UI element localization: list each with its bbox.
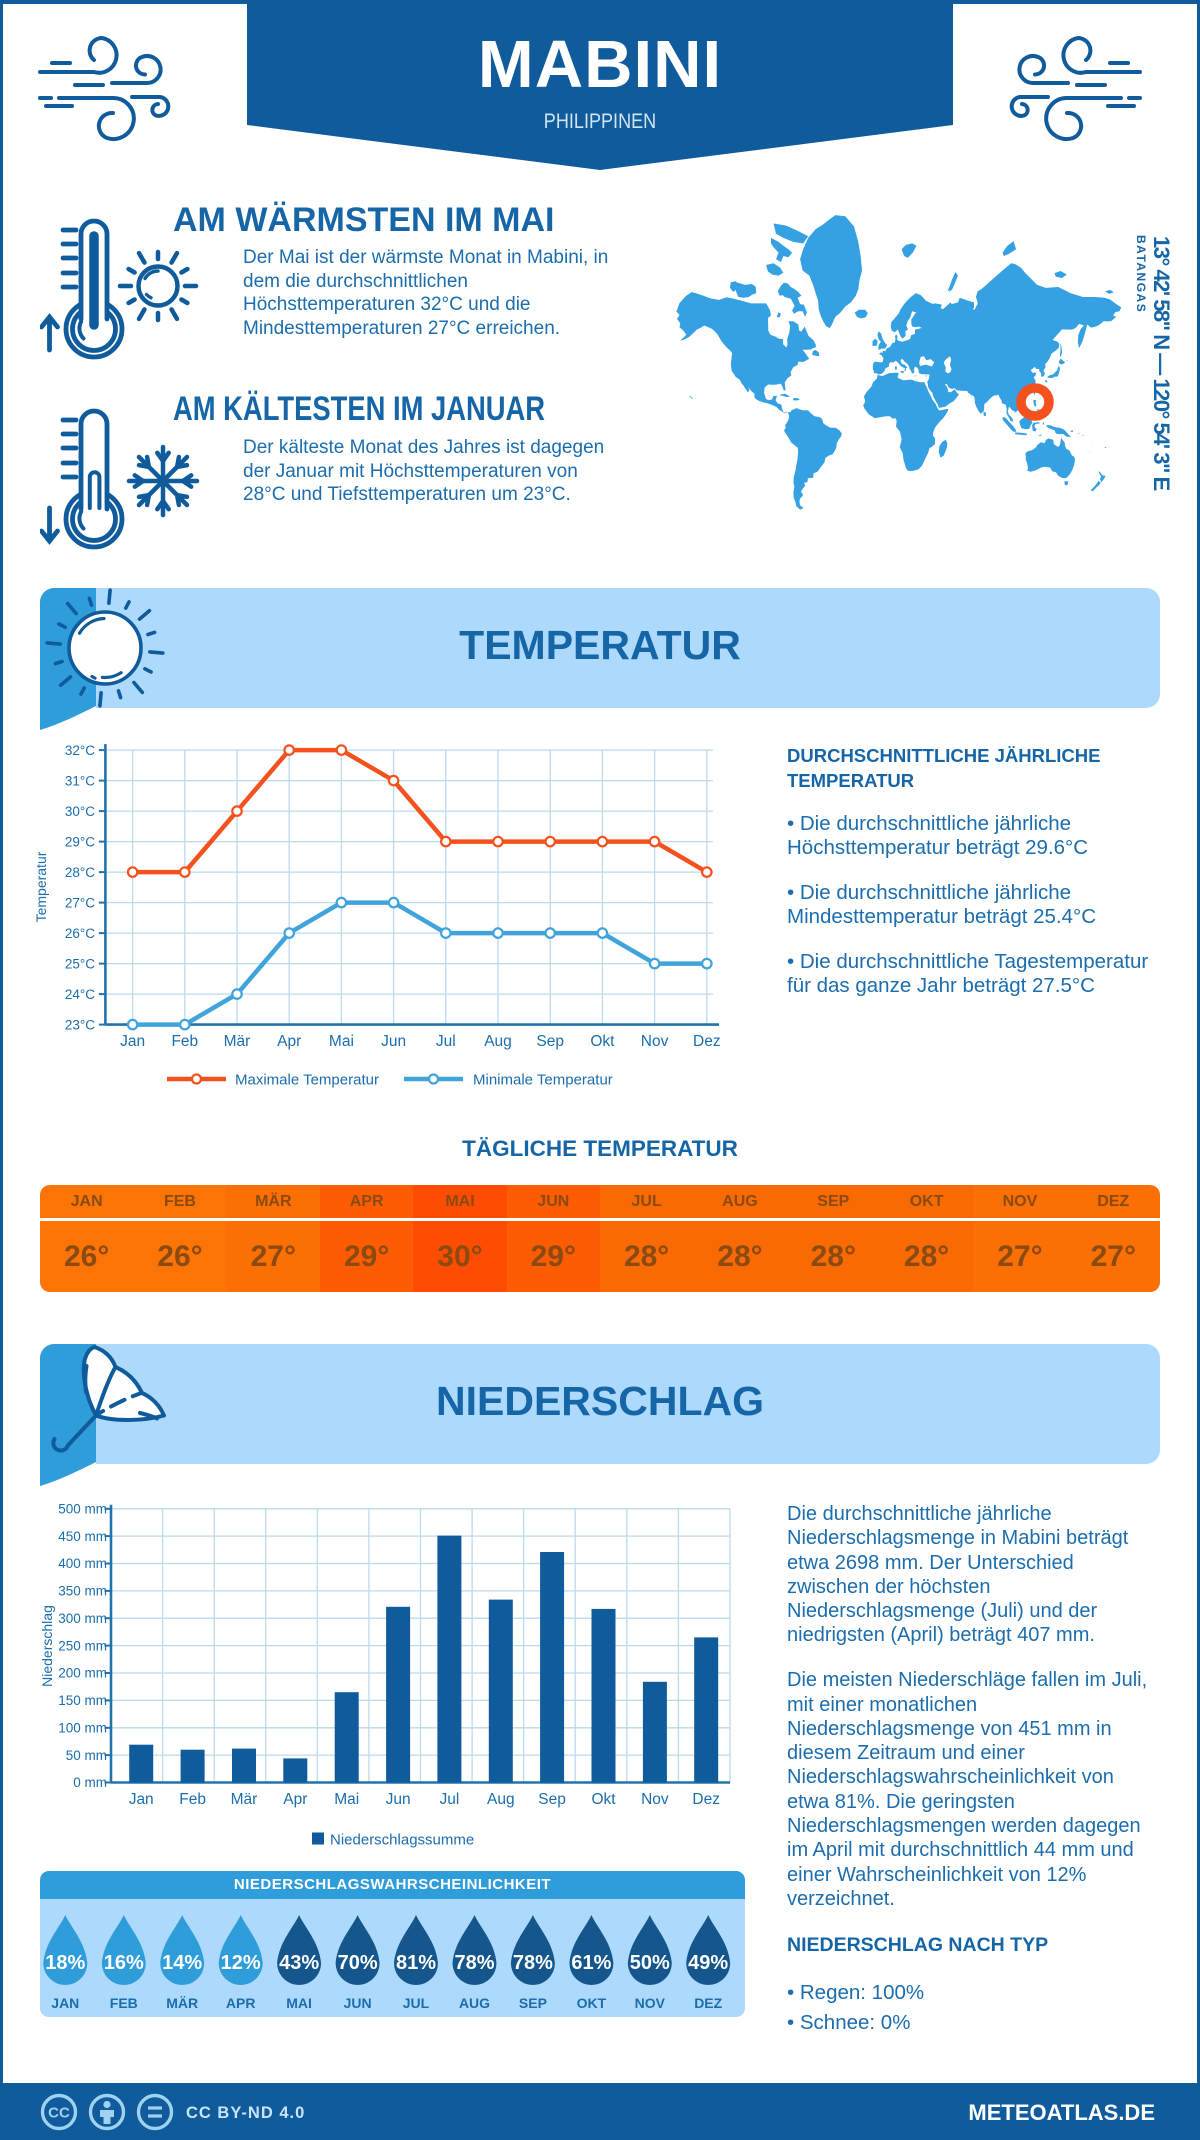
svg-text:Nov: Nov [641,1033,669,1050]
svg-text:APR: APR [226,1995,256,2011]
svg-text:Jan: Jan [120,1033,145,1050]
svg-text:Apr: Apr [277,1033,301,1050]
svg-text:Jan: Jan [129,1791,154,1808]
svg-text:25°C: 25°C [65,956,95,971]
svg-text:Feb: Feb [171,1033,198,1050]
svg-text:Mai: Mai [334,1791,359,1808]
svg-text:70%: 70% [338,1952,378,1974]
svg-text:16%: 16% [104,1952,144,1974]
svg-text:Jun: Jun [386,1791,411,1808]
svg-text:Okt: Okt [590,1033,615,1050]
svg-text:SEP: SEP [519,1995,547,2011]
svg-text:MAI: MAI [286,1995,312,2011]
svg-text:Feb: Feb [179,1791,206,1808]
svg-text:200 mm: 200 mm [58,1666,107,1681]
svg-text:METEOATLAS.DE: METEOATLAS.DE [968,2100,1155,2125]
svg-text:26°C: 26°C [65,926,95,941]
svg-text:61%: 61% [571,1952,611,1974]
svg-text:29°C: 29°C [65,834,95,849]
svg-text:Minimale Temperatur: Minimale Temperatur [473,1072,613,1089]
svg-text:300 mm: 300 mm [58,1611,107,1626]
svg-text:Niederschlagssumme: Niederschlagssumme [330,1832,474,1849]
svg-text:49%: 49% [688,1952,728,1974]
svg-text:81%: 81% [396,1952,436,1974]
svg-text:Mär: Mär [231,1791,258,1808]
svg-text:Sep: Sep [536,1033,564,1050]
svg-text:CC BY-ND 4.0: CC BY-ND 4.0 [186,2104,305,2122]
svg-text:Jul: Jul [439,1791,459,1808]
svg-text:Okt: Okt [591,1791,616,1808]
svg-text:JUL: JUL [403,1995,430,2011]
svg-text:Maximale Temperatur: Maximale Temperatur [235,1072,379,1089]
svg-text:78%: 78% [454,1952,494,1974]
svg-text:Aug: Aug [484,1033,512,1050]
svg-text:DEZ: DEZ [694,1995,722,2011]
svg-text:27°C: 27°C [65,895,95,910]
svg-text:250 mm: 250 mm [58,1638,107,1653]
svg-text:400 mm: 400 mm [58,1556,107,1571]
svg-text:Apr: Apr [283,1791,307,1808]
svg-text:CC: CC [48,2105,70,2122]
svg-text:0 mm: 0 mm [73,1775,107,1790]
svg-text:Aug: Aug [487,1791,515,1808]
svg-text:Dez: Dez [693,1033,721,1050]
svg-text:Niederschlag: Niederschlag [39,1605,55,1687]
svg-text:MÄR: MÄR [166,1995,198,2011]
svg-text:32°C: 32°C [65,743,95,758]
svg-text:Dez: Dez [692,1791,720,1808]
svg-text:23°C: 23°C [65,1017,95,1032]
svg-text:14%: 14% [162,1952,202,1974]
svg-text:Jul: Jul [436,1033,456,1050]
svg-text:450 mm: 450 mm [58,1529,107,1544]
svg-text:Jun: Jun [381,1033,406,1050]
svg-text:500 mm: 500 mm [58,1502,107,1517]
svg-text:JUN: JUN [344,1995,372,2011]
svg-text:JAN: JAN [51,1995,79,2011]
svg-text:NOV: NOV [635,1995,666,2011]
svg-text:100 mm: 100 mm [58,1721,107,1736]
svg-text:OKT: OKT [577,1995,607,2011]
svg-text:30°C: 30°C [65,804,95,819]
svg-text:18%: 18% [45,1952,85,1974]
svg-text:31°C: 31°C [65,773,95,788]
svg-text:FEB: FEB [110,1995,138,2011]
svg-text:Sep: Sep [538,1791,566,1808]
svg-text:12%: 12% [221,1952,261,1974]
svg-text:78%: 78% [513,1952,553,1974]
svg-text:Mär: Mär [224,1033,251,1050]
svg-text:Mai: Mai [329,1033,354,1050]
svg-text:150 mm: 150 mm [58,1693,107,1708]
svg-text:Temperatur: Temperatur [33,851,49,922]
svg-text:28°C: 28°C [65,865,95,880]
svg-text:24°C: 24°C [65,987,95,1002]
svg-text:350 mm: 350 mm [58,1584,107,1599]
svg-text:AUG: AUG [459,1995,490,2011]
svg-text:43%: 43% [279,1952,319,1974]
svg-text:50 mm: 50 mm [66,1748,107,1763]
svg-text:50%: 50% [630,1952,670,1974]
svg-text:Nov: Nov [641,1791,669,1808]
